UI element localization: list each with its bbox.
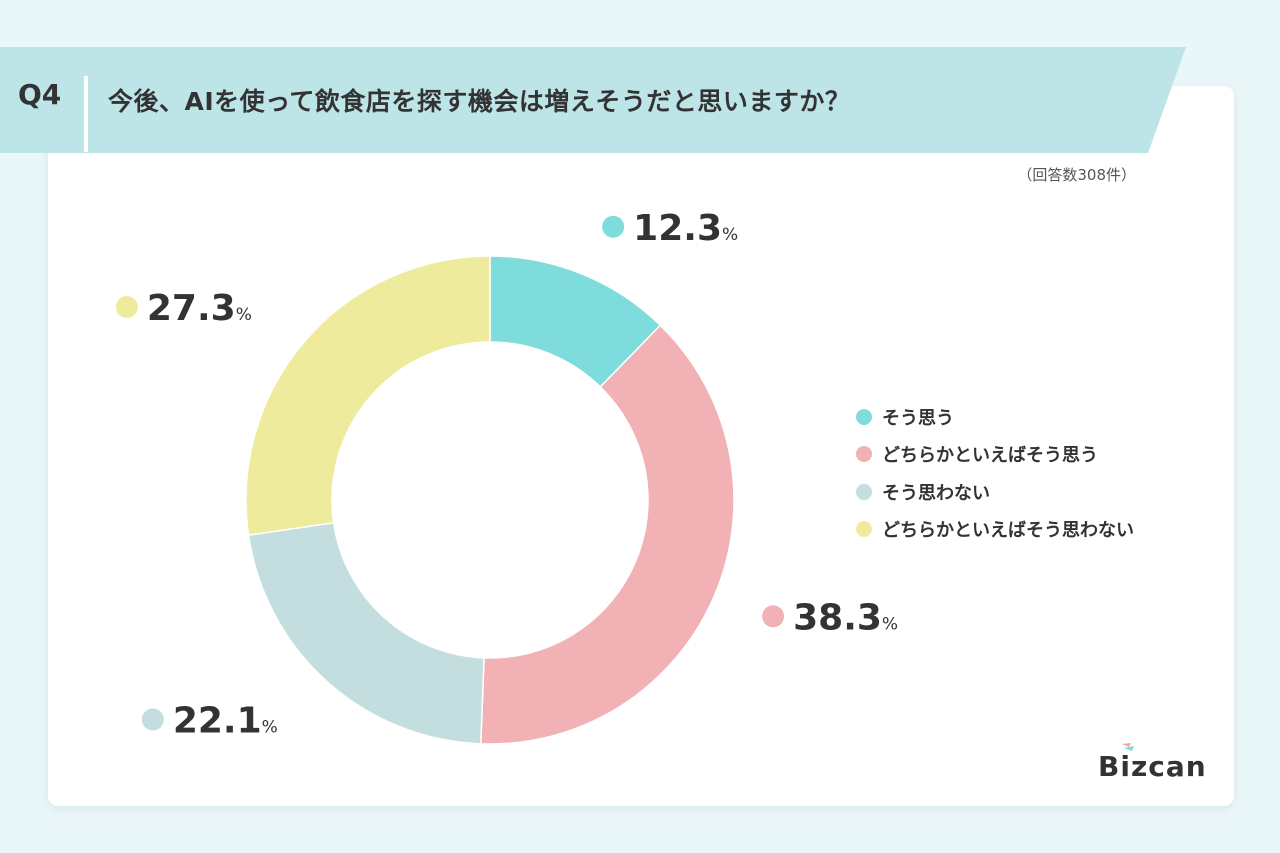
- donut-slice: [480, 324, 735, 745]
- slice-value-label: 27.3%: [147, 288, 252, 329]
- slice-label: 38.3%: [762, 597, 898, 638]
- question-divider: [84, 76, 88, 152]
- slice-label: 27.3%: [115, 288, 252, 329]
- slice-label-dot: [762, 605, 785, 628]
- slice-value-label: 22.1%: [173, 700, 278, 741]
- question-number: Q4: [18, 78, 62, 111]
- slice-value-label: 12.3%: [633, 208, 738, 249]
- slice-label-dot: [115, 296, 138, 319]
- legend-label: どちらかといえばそう思わない: [882, 520, 1134, 542]
- question-text: 今後、AIを使って飲食店を探す機会は増えそうだと思いますか？: [108, 87, 851, 116]
- slice-label-dot: [141, 708, 164, 731]
- donut-slice: [245, 255, 491, 536]
- legend-swatch: [856, 408, 872, 425]
- slice-label-dot: [602, 215, 625, 238]
- legend-label: そう思わない: [882, 482, 990, 504]
- response-count: （回答数308件）: [1017, 166, 1136, 184]
- bizcan-logo: Bizcan: [1098, 750, 1207, 783]
- legend-label: どちらかといえばそう思う: [882, 445, 1098, 467]
- logo-flag-icon: [1122, 743, 1134, 751]
- legend-swatch: [856, 446, 872, 463]
- chart-legend: そう思うどちらかといえばそう思う そう思わないどちらかといえばそう思わない: [856, 398, 1134, 548]
- legend-item: どちらかといえばそう思わない: [856, 511, 1134, 549]
- legend-item: そう思う: [856, 398, 1134, 436]
- donut-slice: [247, 521, 485, 745]
- legend-item: そう思わない: [856, 473, 1134, 511]
- slice-label: 12.3%: [602, 208, 738, 249]
- question-banner: [0, 47, 1186, 153]
- slice-value-label: 38.3%: [793, 597, 898, 638]
- slice-label: 22.1%: [141, 700, 278, 741]
- legend-swatch: [856, 521, 872, 538]
- legend-item: どちらかといえばそう思う: [856, 436, 1134, 474]
- legend-swatch: [856, 483, 872, 500]
- legend-label: そう思う: [882, 407, 954, 429]
